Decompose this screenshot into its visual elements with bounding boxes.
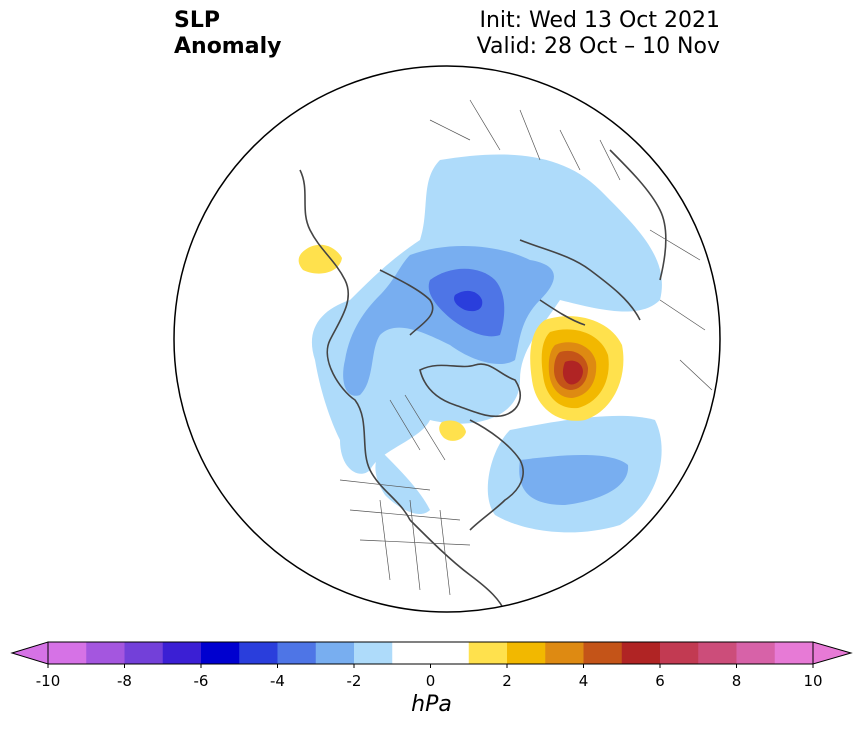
map-boundary bbox=[173, 65, 721, 613]
colorbar-bin bbox=[392, 642, 431, 664]
colorbar-bin bbox=[48, 642, 87, 664]
polar-map bbox=[173, 65, 721, 613]
colorbar: -10 -8 -6 -4 -2 0 2 4 6 8 10 bbox=[10, 641, 853, 690]
colorbar-bin bbox=[621, 642, 661, 664]
colorbar-bin bbox=[698, 642, 737, 664]
colorbar-bin bbox=[201, 642, 240, 664]
colorbar-bin bbox=[774, 642, 814, 664]
colorbar-tick-label: 6 bbox=[655, 672, 665, 690]
colorbar-bin bbox=[239, 642, 278, 664]
anomaly-pos-small bbox=[439, 420, 466, 441]
anomaly-neg-1-west bbox=[375, 450, 430, 515]
colorbar-bin bbox=[468, 642, 508, 664]
anomaly-neg-2-pacific bbox=[519, 455, 629, 505]
colorbar-bin bbox=[583, 642, 623, 664]
colorbar-tick-label: -6 bbox=[194, 672, 209, 690]
anomaly-pos-5 bbox=[562, 360, 583, 385]
colorbar-bin bbox=[545, 642, 584, 664]
colorbar-tick-label: -4 bbox=[270, 672, 285, 690]
colorbar-bin bbox=[315, 642, 355, 664]
colorbar-bin bbox=[736, 642, 776, 664]
colorbar-tick-label: 4 bbox=[579, 672, 589, 690]
colorbar-tick-label: 10 bbox=[803, 672, 822, 690]
anomaly-neg-2 bbox=[343, 245, 554, 396]
colorbar-bin bbox=[124, 642, 164, 664]
colorbar-tick-label: -8 bbox=[117, 672, 132, 690]
valid-range: Valid: 28 Oct – 10 Nov bbox=[476, 34, 720, 59]
borders bbox=[339, 99, 713, 596]
anomaly-neg-4 bbox=[454, 290, 483, 312]
colorbar-units: hPa bbox=[411, 692, 452, 717]
title-line-1: SLP bbox=[174, 8, 220, 33]
colorbar-tick-label: -10 bbox=[36, 672, 61, 690]
colorbar-tick-label: -2 bbox=[347, 672, 362, 690]
colorbar-tick-label: 2 bbox=[502, 672, 512, 690]
colorbar-bin bbox=[354, 642, 393, 664]
colorbar-bin bbox=[162, 642, 202, 664]
colorbar-extend-high bbox=[812, 641, 853, 665]
colorbar-bin bbox=[86, 642, 125, 664]
colorbar-bin bbox=[507, 642, 546, 664]
map-title: SLP Anomaly bbox=[174, 8, 281, 60]
colorbar-tick-label: 0 bbox=[426, 672, 436, 690]
colorbar-tick-label: 8 bbox=[732, 672, 742, 690]
coastlines bbox=[299, 149, 667, 612]
colorbar-bin bbox=[660, 642, 699, 664]
anomaly-pos-west bbox=[298, 244, 342, 274]
colorbar-bin bbox=[430, 642, 470, 664]
map-subtitle: Init: Wed 13 Oct 2021 Valid: 28 Oct – 10… bbox=[477, 8, 720, 60]
colorbar-bin bbox=[277, 642, 317, 664]
colorbar-extend-low bbox=[10, 641, 49, 665]
title-line-2: Anomaly bbox=[174, 34, 282, 59]
init-date: Init: Wed 13 Oct 2021 bbox=[479, 8, 720, 33]
